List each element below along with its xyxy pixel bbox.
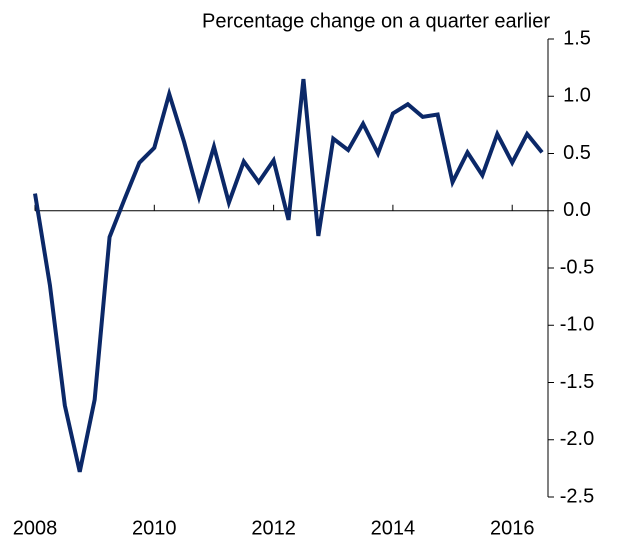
y-tick-label: 0.0 bbox=[563, 199, 591, 221]
y-tick-label: 1.0 bbox=[563, 85, 591, 107]
chart-title: Percentage change on a quarter earlier bbox=[202, 10, 550, 32]
x-tick-label: 2016 bbox=[490, 517, 535, 539]
y-tick-label: 1.5 bbox=[563, 27, 591, 49]
y-tick-label: -2.0 bbox=[560, 428, 594, 450]
x-tick-label: 2008 bbox=[13, 517, 58, 539]
x-tick-label: 2012 bbox=[251, 517, 296, 539]
data-line bbox=[33, 78, 544, 473]
y-tick-label: -2.5 bbox=[560, 485, 594, 507]
y-tick-label: -0.5 bbox=[560, 256, 594, 278]
x-tick-label: 2014 bbox=[371, 517, 416, 539]
y-tick-label: -1.0 bbox=[560, 314, 594, 336]
y-tick-label: 0.5 bbox=[563, 142, 591, 164]
x-tick-label: 2010 bbox=[132, 517, 177, 539]
y-tick-label: -1.5 bbox=[560, 371, 594, 393]
